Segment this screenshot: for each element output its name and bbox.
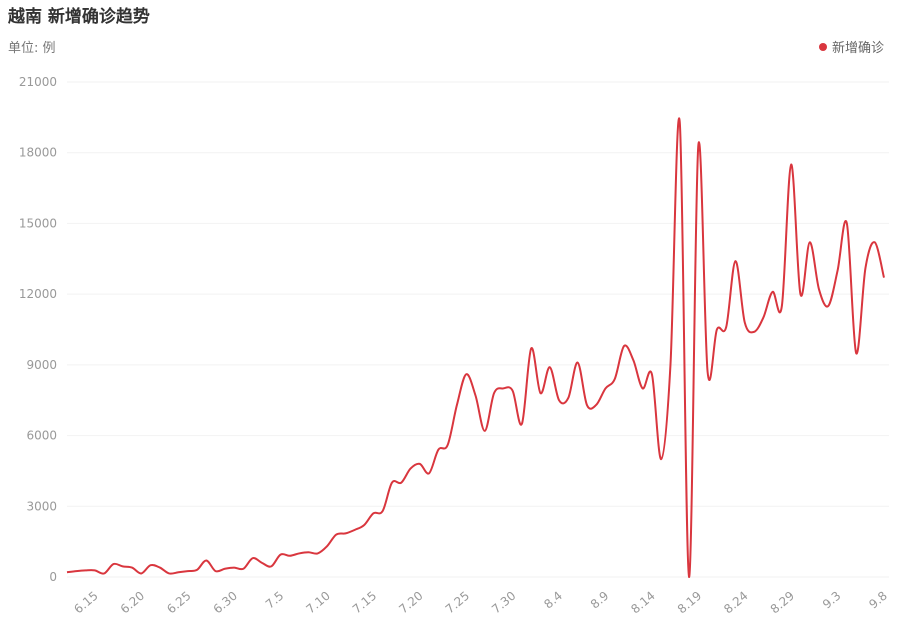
chart-title: 越南 新增确诊趋势 [7, 6, 150, 27]
x-tick-label: 7.10 [303, 589, 332, 617]
legend-label: 新增确诊 [832, 40, 884, 56]
x-tick-label: 7.25 [443, 589, 472, 617]
y-tick-label: 6000 [26, 429, 57, 443]
x-tick-label: 8.4 [541, 589, 565, 612]
y-tick-label: 15000 [19, 216, 57, 230]
x-tick-label: 9.8 [866, 589, 890, 612]
x-tick-label: 6.15 [71, 589, 100, 617]
chart-subtitle: 单位: 例 [8, 41, 56, 56]
y-tick-label: 3000 [26, 499, 57, 513]
x-tick-label: 7.30 [489, 589, 518, 617]
line [66, 117, 885, 579]
x-tick-label: 6.30 [211, 589, 240, 617]
y-tick-label: 12000 [19, 287, 57, 301]
x-tick-label: 8.24 [721, 589, 750, 617]
x-tick-label: 8.9 [588, 589, 612, 612]
y-tick-label: 18000 [19, 146, 57, 160]
x-tick-label: 7.15 [350, 589, 379, 617]
legend-marker [819, 43, 827, 51]
x-tick-label: 7.5 [263, 589, 287, 612]
x-tick-label: 8.14 [628, 589, 657, 617]
y-tick-label: 9000 [26, 358, 57, 372]
y-tick-label: 21000 [19, 75, 57, 89]
x-tick-label: 6.25 [164, 589, 193, 617]
x-tick-label: 7.20 [396, 589, 425, 617]
x-tick-label: 9.3 [820, 589, 844, 612]
x-tick-label: 6.20 [118, 589, 147, 617]
y-tick-label: 0 [49, 570, 57, 584]
x-tick-label: 8.19 [675, 589, 704, 617]
x-tick-label: 8.29 [768, 589, 797, 617]
